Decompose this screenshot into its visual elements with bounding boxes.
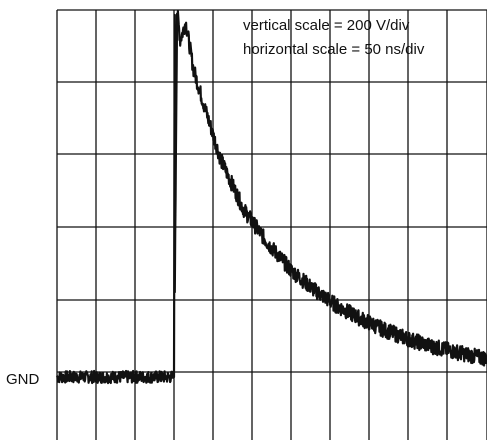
waveform-trace xyxy=(56,10,487,385)
waveform-trace-group xyxy=(56,10,487,385)
vertical-scale-label: vertical scale = 200 V/div xyxy=(243,17,410,34)
horizontal-scale-label: horizontal scale = 50 ns/div xyxy=(243,41,425,58)
gnd-label: GND xyxy=(6,371,40,388)
